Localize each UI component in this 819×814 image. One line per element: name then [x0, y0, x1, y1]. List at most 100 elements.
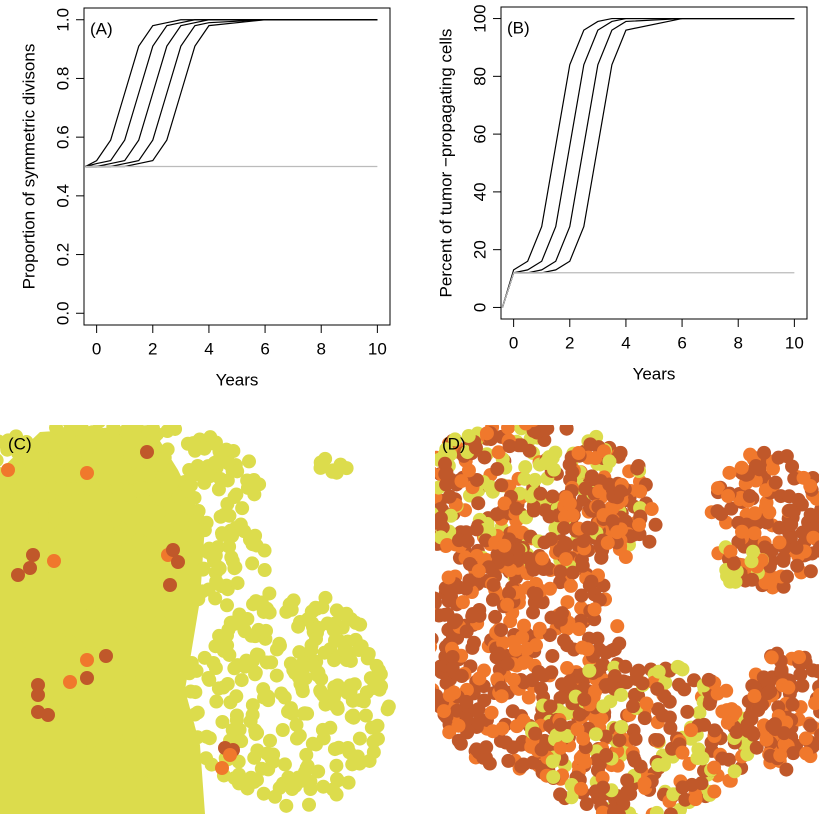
cell — [292, 645, 307, 660]
cell — [613, 484, 628, 499]
cell — [602, 454, 617, 469]
cell — [262, 586, 277, 601]
cell — [469, 472, 484, 487]
cell — [408, 496, 422, 510]
cell — [235, 501, 250, 516]
cell — [303, 781, 318, 796]
cell-group — [408, 425, 819, 814]
cell — [234, 734, 249, 749]
y-axis-title: Proportion of symmetric divisons — [19, 44, 38, 290]
cell — [84, 733, 99, 748]
cell — [144, 650, 159, 665]
cell — [791, 492, 806, 507]
cell — [680, 704, 695, 719]
cell — [438, 467, 453, 482]
cell — [454, 669, 469, 684]
cell — [259, 746, 274, 761]
cell — [707, 760, 722, 775]
cell — [133, 465, 148, 480]
cell — [784, 517, 799, 532]
panel-label: (D) — [442, 434, 466, 453]
cell — [574, 588, 589, 603]
cell — [509, 501, 524, 516]
cell — [156, 478, 171, 493]
cell — [220, 497, 235, 512]
x-tick-label: 2 — [148, 339, 157, 358]
cell — [415, 497, 429, 511]
cell — [154, 492, 169, 507]
cell — [564, 790, 579, 805]
cell — [11, 461, 26, 476]
cell — [0, 693, 5, 707]
cell — [727, 764, 742, 779]
cell — [758, 575, 773, 590]
cell — [453, 736, 468, 751]
y-tick-label: 100 — [470, 4, 489, 32]
cell — [305, 736, 320, 751]
cell — [635, 676, 650, 691]
cell — [538, 455, 553, 470]
cell — [82, 439, 97, 454]
cell — [410, 518, 424, 532]
cell — [21, 510, 36, 525]
cell — [580, 520, 595, 535]
cell — [436, 704, 451, 719]
cell — [256, 604, 271, 619]
cell — [36, 666, 51, 681]
cell — [442, 688, 457, 703]
cell — [219, 442, 234, 457]
cell — [327, 653, 342, 668]
cell — [195, 562, 210, 577]
cell — [461, 428, 476, 443]
cell — [707, 723, 722, 738]
x-axis-title: Years — [216, 370, 259, 389]
x-tick-label: 8 — [733, 333, 742, 352]
cell — [813, 508, 819, 523]
cell — [136, 776, 151, 791]
cell — [225, 723, 240, 738]
cell — [291, 619, 306, 634]
cell — [120, 595, 135, 610]
cell — [313, 460, 328, 475]
cell — [298, 671, 313, 686]
cell — [98, 473, 113, 488]
cell — [565, 565, 580, 580]
cell — [419, 680, 433, 694]
cell — [437, 447, 452, 462]
cell — [532, 621, 547, 636]
cell — [734, 460, 749, 475]
cell — [594, 550, 609, 565]
y-tick-label: 1.0 — [53, 8, 72, 32]
cell — [211, 681, 226, 696]
cell — [505, 740, 520, 755]
y-tick-label: 0.8 — [53, 67, 72, 91]
cell — [578, 754, 593, 769]
cell — [418, 527, 432, 541]
cell — [470, 703, 485, 718]
cell — [655, 708, 670, 723]
cell — [174, 566, 189, 581]
cell — [779, 715, 794, 730]
cell — [521, 690, 536, 705]
cell — [572, 707, 587, 722]
cell — [735, 524, 750, 539]
cell — [715, 704, 730, 719]
cell — [362, 753, 377, 768]
cell — [649, 805, 664, 814]
cell — [418, 472, 432, 486]
cell — [118, 425, 133, 439]
cell — [500, 552, 515, 567]
cell — [546, 769, 561, 784]
cell — [410, 495, 424, 509]
cell — [61, 429, 76, 444]
cell — [11, 568, 25, 582]
cell — [582, 663, 597, 678]
cell — [494, 623, 509, 638]
cell — [329, 758, 344, 773]
cell — [50, 694, 65, 709]
cell — [117, 462, 132, 477]
cell — [146, 425, 161, 436]
cell — [662, 694, 677, 709]
cell — [99, 519, 114, 534]
cell — [781, 680, 796, 695]
